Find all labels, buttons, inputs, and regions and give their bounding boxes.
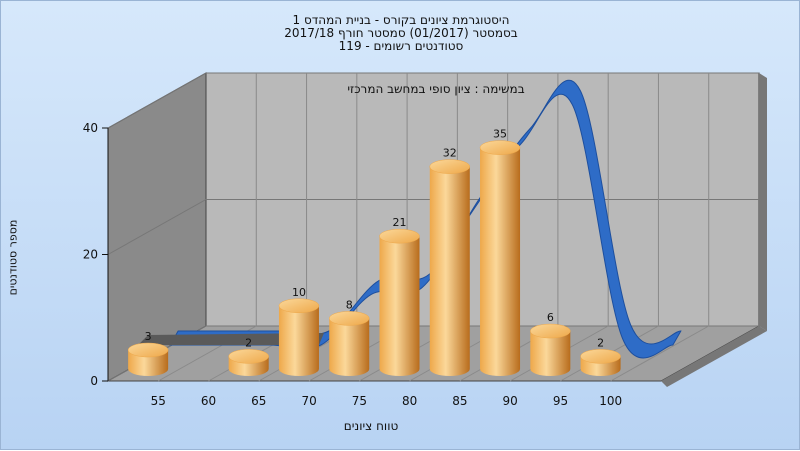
bar-body [278,305,319,376]
bar-cap [328,311,370,326]
x-tick-label: 75 [352,394,367,408]
y-tick-label: 20 [83,248,98,262]
bar: 10 [278,286,320,376]
bar-value-label: 35 [493,128,507,141]
bar: 2 [580,336,621,376]
x-tick-label: 100 [599,394,622,408]
y-axis-ticks: 0 20 40 [83,121,109,388]
bar-body [530,331,571,376]
curve-zero-segment [138,333,324,345]
x-axis-ticks: 55 60 65 70 75 80 85 90 95 100 [151,394,623,408]
bar-value-label: 8 [346,298,353,311]
x-tick-label: 85 [452,394,467,408]
bar-cap [379,228,420,244]
x-axis-label: טווח ציונים [343,419,399,433]
y-tick-label: 0 [90,374,98,388]
bar: 32 [429,147,471,376]
grid-line-y [107,72,759,129]
bar-value-label: 32 [443,147,457,160]
bar-body [128,350,169,376]
bar: 2 [228,336,269,376]
x-tick-label: 90 [503,394,518,408]
chart-curve [138,80,682,359]
bar-body [429,166,470,376]
bar-value-label: 2 [245,336,252,349]
bar-body [379,236,420,376]
y-tick-label: 40 [83,121,98,135]
floor-edge [661,326,767,387]
bar-cap [429,159,471,174]
bar: 6 [530,311,571,376]
bar-value-label: 2 [597,336,604,349]
x-tick-label: 65 [251,394,266,408]
x-tick-label: 80 [402,394,417,408]
x-tick-label: 60 [201,394,216,408]
bar-cap [530,323,571,339]
bar: 21 [379,216,420,376]
chart-title-line-1: היסטוגרמת ציונים בקורס - בניית המהדס 1 [292,13,510,27]
floor-grid-line [610,325,709,382]
bar-body [480,147,521,376]
curve-ribbon [169,80,682,359]
bar-value-label: 21 [393,216,407,229]
bar-cap [278,298,320,313]
bar-value-label: 6 [547,311,554,324]
x-tick-label: 95 [553,394,568,408]
bar-body [329,318,370,376]
bar-cap [228,349,269,364]
chart-title-line-2: בסמסטר (01/2017) סמסטר חורף 2017/18 [284,26,518,40]
bar-cap [127,342,169,358]
bar-cap [479,140,521,155]
x-tick-label: 70 [301,394,316,408]
bar-cap [580,349,621,364]
y-axis-label: מספר סטודנטים [6,219,20,296]
right-edge [759,73,767,331]
bar: 8 [328,298,370,376]
x-tick-label: 55 [151,394,166,408]
chart-title-line-3: סטודנטים רשומים - 119 [338,39,464,53]
bar-value-label: 3 [145,330,152,343]
grid-line-y [107,199,759,255]
chart-subtitle: במשימה : ציון סופי במחשב המרכזי [347,82,524,96]
bar: 3 [127,330,169,376]
bar-value-label: 10 [292,286,306,299]
bar: 35 [479,128,521,376]
